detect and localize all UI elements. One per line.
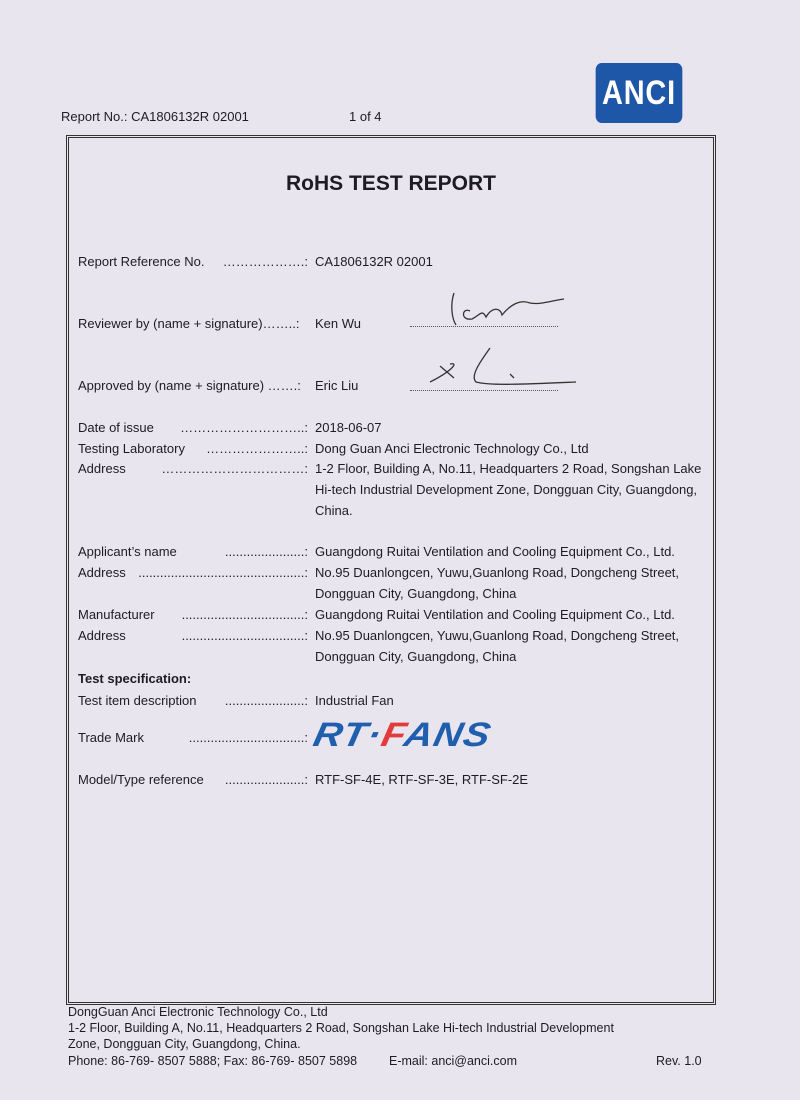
field-testing-laboratory: Testing Laboratory …………………..: Dong Guan An… [78,441,708,461]
field-date-of-issue: Date of issue ………………………..: 2018-06-07 [78,420,708,440]
field-trade-mark: Trade Mark..............................… [78,730,708,750]
field-value: 1-2 Floor, Building A, No.11, Headquarte… [315,461,702,476]
leader-dots: ..................................: [181,628,308,643]
section-heading: Test specification: [78,671,192,686]
field-label: Report Reference No. [78,254,205,269]
leader-dots: ........................................… [138,565,308,580]
leader-dots: ................................: [188,730,308,745]
field-manufacturer-address: Address.................................… [78,628,708,648]
field-value: Ken Wu [315,316,362,331]
field-test-item: Test item description...................… [78,693,708,713]
test-specification-heading: Test specification: [78,671,708,691]
field-label: Applicant’s name [78,544,177,559]
field-label: Date of issue [78,420,154,435]
field-value: RTF-SF-4E, RTF-SF-3E, RTF-SF-2E [315,772,529,787]
signature-line [410,326,558,327]
leader-dots: ………………………..: [180,420,308,435]
leader-dots: ......................: [224,544,308,559]
field-label: Reviewer by (name + signature)……..: [78,316,300,331]
footer-address-continued: Zone, Dongguan City, Guangdong, China. [68,1037,301,1051]
field-lab-address: Address ……………………………: 1-2 Floor, Building A… [78,461,708,481]
reviewer-signature [451,292,565,326]
field-value: CA1806132R 02001 [315,254,433,269]
field-label: Address [78,628,126,643]
page-title: RoHS TEST REPORT [285,172,496,195]
field-value: No.95 Duanlongcen, Yuwu,Guanlong Road, D… [315,628,680,643]
footer-phone: Phone: 86-769- 8507 5888; Fax: 86-769- 8… [68,1054,358,1068]
field-value-continued: Dongguan City, Guangdong, China [315,586,517,601]
leader-dots: ......................: [224,693,308,708]
leader-dots: ..................................: [181,607,308,622]
field-label: Approved by (name + signature) …….: [78,378,301,393]
footer-email: E-mail: anci@anci.com [389,1054,518,1068]
field-applicant-name: Applicant’s name......................: G… [78,544,708,564]
footer-company: DongGuan Anci Electronic Technology Co.,… [68,1005,328,1019]
field-value-continued: Hi-tech Industrial Development Zone, Don… [315,482,698,497]
field-value: Guangdong Ruitai Ventilation and Cooling… [315,607,675,622]
footer-revision: Rev. 1.0 [656,1054,702,1068]
field-applicant-address: Address.................................… [78,565,708,585]
field-label: Address [78,565,126,580]
leader-dots: ......................: [224,772,308,787]
field-label: Manufacturer [78,607,155,622]
field-manufacturer: Manufacturer............................… [78,607,708,627]
field-report-reference: Report Reference No. ……………….: CA1806132R 0… [78,254,708,274]
field-value: 2018-06-07 [315,420,382,435]
field-value: No.95 Duanlongcen, Yuwu,Guanlong Road, D… [315,565,680,580]
leader-dots: …………………..: [206,441,308,456]
leader-dots: ……………………………: [161,461,308,476]
signature-line [410,390,558,391]
report-frame [66,135,716,1005]
field-model-type: Model/Type reference....................… [78,772,708,792]
approver-signature [429,347,577,385]
field-label: Test item description [78,693,197,708]
field-label: Model/Type reference [78,772,204,787]
field-reviewer: Reviewer by (name + signature)……..: Ken W… [78,316,708,336]
field-label: Trade Mark [78,730,144,745]
field-label: Testing Laboratory [78,441,185,456]
field-value-continued: China. [315,503,353,518]
field-label: Address [78,461,126,476]
footer-address: 1-2 Floor, Building A, No.11, Headquarte… [68,1021,614,1035]
page-number: 1 of 4 [349,109,382,124]
field-approver: Approved by (name + signature) …….: Eric … [78,378,708,398]
field-value: Eric Liu [315,378,359,393]
field-value-continued: Dongguan City, Guangdong, China [315,649,517,664]
anci-logo: ANCI [595,63,683,123]
field-value: Dong Guan Anci Electronic Technology Co.… [315,441,589,456]
rt-fans-trademark-logo: RT·FANS [310,716,495,754]
field-value: Guangdong Ruitai Ventilation and Cooling… [315,544,675,559]
report-number: Report No.: CA1806132R 02001 [61,109,249,124]
field-value: Industrial Fan [315,693,394,708]
leader-dots: ……………….: [222,254,308,269]
